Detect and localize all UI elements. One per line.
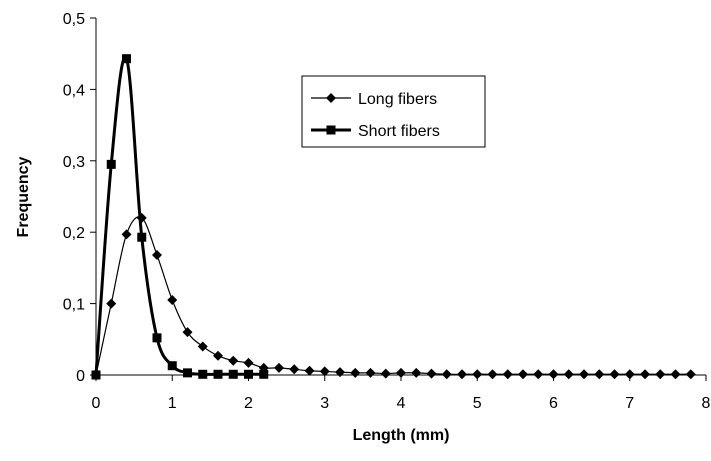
data-point [502, 369, 513, 380]
data-point [243, 357, 254, 368]
data-point [259, 369, 269, 379]
legend-box [301, 75, 486, 148]
data-point [228, 369, 238, 379]
data-point [182, 327, 193, 338]
data-point [548, 369, 559, 380]
data-point [350, 367, 361, 378]
data-point [304, 365, 315, 376]
y-axis-ticks: 0 0,1 0,2 0,3 0,4 0,5 [63, 11, 96, 385]
data-point [685, 369, 696, 380]
data-point [335, 367, 345, 378]
series-line [95, 216, 691, 376]
x-axis-ticks: 0 1 2 3 4 5 6 7 8 [92, 375, 711, 412]
data-point [167, 361, 177, 371]
data-point [122, 54, 131, 64]
series-line [94, 55, 264, 376]
series-diamond [91, 212, 696, 380]
data-point [244, 369, 253, 379]
data-point [579, 369, 589, 380]
data-point [670, 369, 681, 380]
data-point [487, 369, 498, 380]
data-point [640, 369, 650, 380]
data-point [365, 367, 376, 378]
legend-marker [326, 125, 336, 135]
data-point [441, 369, 452, 380]
y-tick-label: 0,5 [63, 11, 85, 28]
data-point [213, 350, 223, 361]
x-tick-label: 5 [473, 395, 482, 412]
x-tick-label: 0 [92, 395, 101, 412]
data-point [183, 368, 192, 378]
x-tick-label: 8 [702, 395, 711, 412]
y-tick-label: 0 [76, 368, 85, 385]
data-point [106, 159, 116, 169]
data-point [655, 369, 666, 380]
x-tick-label: 2 [244, 395, 253, 412]
data-point [167, 295, 178, 306]
data-point [91, 370, 101, 380]
series-layer [91, 54, 696, 380]
data-point [197, 341, 208, 352]
x-tick-label: 6 [549, 395, 558, 412]
plot-area: 0 0,1 0,2 0,3 0,4 0,5 0 1 2 3 4 5 6 7 8 [63, 11, 711, 412]
x-tick-label: 1 [168, 395, 177, 412]
data-point [426, 368, 437, 379]
data-point [213, 369, 223, 379]
data-point [274, 362, 284, 373]
data-point [152, 333, 162, 343]
data-point [609, 369, 620, 380]
x-tick-label: 4 [397, 395, 406, 412]
data-point [121, 229, 132, 240]
x-tick-label: 7 [625, 395, 634, 412]
legend: Long fibers Short fibers [301, 75, 486, 148]
data-point [152, 250, 162, 261]
legend-items: Long fibers Short fibers [311, 91, 440, 140]
x-tick-label: 3 [320, 395, 329, 412]
data-point [228, 355, 239, 366]
data-point [624, 369, 635, 380]
x-axis-title: Length (mm) [353, 427, 450, 444]
data-point [198, 369, 208, 379]
data-point [472, 369, 483, 380]
data-point [137, 232, 147, 242]
data-point [106, 298, 117, 309]
data-point [594, 369, 605, 380]
y-tick-label: 0,3 [63, 154, 85, 171]
y-tick-label: 0,2 [63, 225, 85, 242]
data-point [563, 369, 574, 380]
legend-marker [326, 93, 336, 103]
y-tick-label: 0,4 [63, 82, 85, 99]
legend-label: Short fibers [358, 123, 440, 140]
legend-label: Long fibers [358, 91, 437, 108]
data-point [533, 369, 544, 380]
data-point [518, 369, 528, 380]
data-point [411, 367, 422, 378]
y-axis-title: Frequency [15, 156, 32, 237]
data-point [457, 369, 467, 380]
data-point [380, 368, 391, 379]
data-point [289, 364, 300, 375]
data-point [396, 367, 406, 378]
series-square [91, 54, 269, 380]
y-tick-label: 0,1 [63, 297, 85, 314]
data-point [319, 366, 330, 377]
